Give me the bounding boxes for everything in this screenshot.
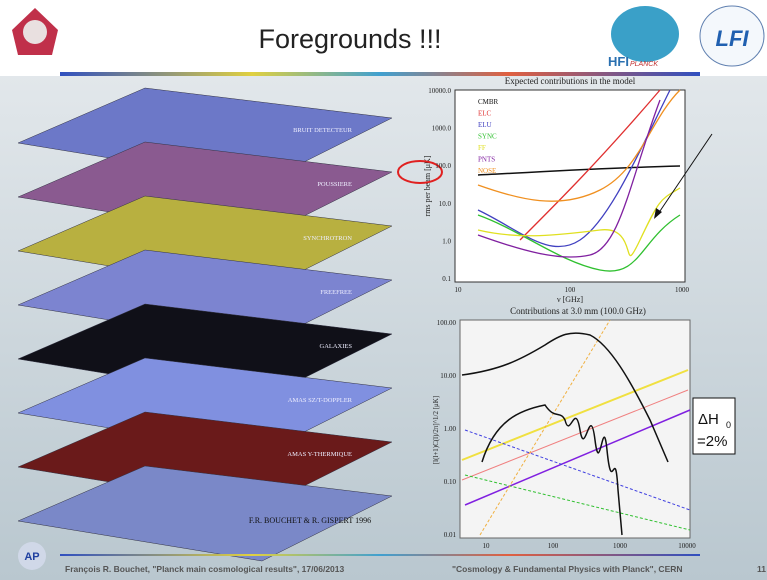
logo-text: PLANCK (630, 61, 658, 68)
y-axis-label: rms per beam [μK] (423, 155, 432, 216)
y-tick-label: 100.00 (437, 319, 457, 327)
annotation-symbol: ΔH (698, 411, 719, 428)
footer-strip (60, 554, 700, 556)
stack-credit: F.R. BOUCHET & R. GISPERT 1996 (249, 516, 371, 525)
layer-label: GALAXIES (320, 343, 353, 350)
x-tick-label: 10 (483, 542, 491, 550)
legend-entry: ELC (478, 110, 492, 118)
y-tick-label: 1000.0 (432, 125, 452, 133)
slide-title: Foregrounds !!! (258, 24, 441, 54)
plot-frame (455, 90, 685, 282)
y-tick-label: 10.0 (439, 200, 452, 208)
layer-label: FREEFREE (320, 289, 352, 296)
y-tick-label: 10000.0 (428, 87, 451, 95)
x-tick-label: 100 (565, 286, 576, 294)
logo-text: HFI (608, 54, 629, 69)
layer-label: AMAS Y-THERMIQUE (287, 451, 352, 458)
plot-bottom: Contributions at 3.0 mm (100.0 GHz) [l(l… (432, 306, 690, 538)
annotation-value: =2% (697, 433, 727, 450)
slide: Foregrounds !!! HFI PLANCK LFI BRUIT DET… (0, 0, 767, 580)
footer-author: François R. Bouchet, "Planck main cosmol… (65, 564, 344, 574)
annotation-box: ΔH 0 =2% (693, 398, 735, 454)
page-number: 11 (757, 564, 766, 574)
x-tick-label: 1000 (613, 542, 628, 550)
layer-label: BRUIT DETECTEUR (293, 127, 353, 134)
x-tick-label: 10 (455, 286, 463, 294)
x-tick-label: 100 (548, 542, 559, 550)
x-axis-label: ν [GHz] (557, 295, 583, 304)
layer-label: AMAS SZ/T-DOPPLER (288, 397, 353, 404)
y-tick-label: 0.01 (444, 531, 457, 539)
legend-entry: SYNC (478, 133, 497, 141)
legend-entry: FF (478, 144, 486, 152)
legend-entry: NOSE (478, 167, 496, 175)
y-tick-label: 1.0 (442, 237, 451, 245)
footer-logo: AP (24, 551, 39, 563)
legend-entry: CMBR (478, 98, 499, 106)
plot-frame (460, 320, 690, 538)
y-tick-label: 100.0 (435, 162, 451, 170)
layer-label: SYNCHROTRON (303, 235, 352, 242)
y-axis-label: [l(l+1)C(l)/2π]^1/2 [μK] (432, 396, 440, 464)
y-tick-label: 1.00 (444, 425, 457, 433)
legend-entry: ELU (478, 121, 492, 129)
y-tick-label: 0.10 (444, 478, 457, 486)
logo-text: LFI (716, 26, 750, 51)
footer-conference: "Cosmology & Fundamental Physics with Pl… (452, 564, 683, 574)
x-tick-label: 1000 (675, 286, 690, 294)
y-tick-label: 10.00 (440, 372, 456, 380)
layer-label: POUSSIERE (317, 181, 352, 188)
legend-entry: PNTS (478, 156, 495, 164)
x-tick-label: 10000 (678, 542, 696, 550)
annotation-subscript: 0 (726, 420, 731, 430)
plot-title: Contributions at 3.0 mm (100.0 GHz) (510, 306, 646, 316)
y-tick-label: 0.1 (442, 275, 451, 283)
plot-title: Expected contributions in the model (505, 76, 636, 86)
